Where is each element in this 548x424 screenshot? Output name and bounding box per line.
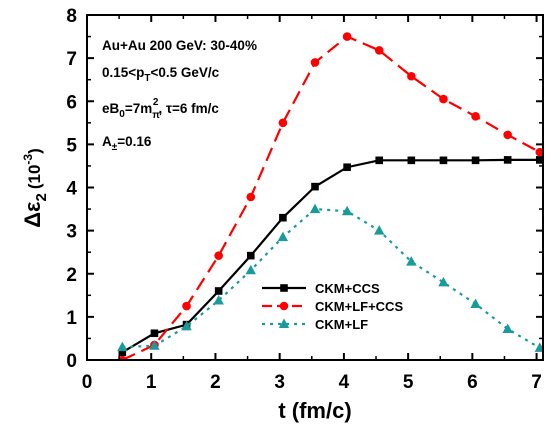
data-point <box>375 156 384 165</box>
data-point <box>181 320 192 331</box>
data-point <box>407 156 416 165</box>
x-tick-label: 6 <box>467 372 478 393</box>
legend-label: CKM+LF <box>315 317 368 332</box>
y-tick-label: 5 <box>66 135 77 156</box>
x-axis-title: t (fm/c) <box>278 398 351 423</box>
y-axis-title-unit-exp: -3 <box>21 154 35 165</box>
data-point <box>246 251 255 260</box>
series-triangle <box>117 203 543 352</box>
data-point <box>214 251 223 260</box>
x-tick-label: 7 <box>531 372 542 393</box>
legend-marker <box>279 301 289 311</box>
annotation-line-3-c: , τ=6 fm/c <box>158 101 219 116</box>
y-tick-label: 3 <box>66 222 77 243</box>
y-tick-label: 7 <box>66 49 77 70</box>
y-axis-title-unit-open: (10 <box>25 165 44 190</box>
data-point <box>279 213 287 222</box>
legend-label: CKM+CCS <box>315 281 380 296</box>
y-tick-label: 2 <box>66 265 77 286</box>
legend-marker <box>278 318 290 328</box>
annotation-line-1: Au+Au 200 GeV: 30-40% <box>102 38 257 53</box>
data-point <box>246 192 256 202</box>
legend: CKM+CCS CKM+LF+CCS CKM+LF <box>262 281 403 332</box>
data-point <box>311 182 319 191</box>
data-point <box>342 32 352 41</box>
data-point <box>278 118 288 128</box>
annotation-line-4-b: =0.16 <box>117 134 152 149</box>
series-line <box>121 158 540 354</box>
data-point <box>407 71 416 81</box>
data-point <box>471 112 480 121</box>
x-tick-label: 3 <box>274 372 285 393</box>
data-point <box>118 348 127 357</box>
data-point <box>503 156 512 164</box>
data-point <box>438 276 449 287</box>
annotation-line-3-a: eB <box>102 101 120 116</box>
annotation-line-4-sub: ± <box>112 142 118 153</box>
legend-label: CKM+LF+CCS <box>315 299 403 314</box>
data-point <box>214 287 223 295</box>
data-point <box>245 264 256 275</box>
data-point <box>535 147 543 157</box>
y-tick-label: 4 <box>66 179 77 200</box>
ticks-layer: 0 1 2 3 4 5 6 7 0 1 2 3 4 5 6 7 8 <box>66 6 543 393</box>
x-tick-label: 1 <box>146 372 157 393</box>
data-point <box>117 341 128 352</box>
y-axis-title: Δε2 (10-3) <box>20 148 50 228</box>
data-point <box>182 301 191 311</box>
data-point <box>149 340 160 350</box>
series-square <box>118 156 543 357</box>
y-tick-label: 8 <box>66 6 77 27</box>
annotation-line-2: 0.15<pT<0.5 GeV/c <box>102 65 220 84</box>
data-point <box>439 94 448 104</box>
data-point <box>439 156 448 165</box>
annotation-line-2-b: <0.5 GeV/c <box>151 65 220 80</box>
x-tick-label: 5 <box>403 372 414 393</box>
annotation-line-2-sub: T <box>144 73 150 84</box>
data-point <box>406 256 417 266</box>
annotation-line-3-b: =7m <box>125 101 152 116</box>
data-point <box>343 163 351 172</box>
data-point <box>213 294 224 305</box>
annotation-line-4-a: A <box>102 134 112 149</box>
legend-marker <box>280 284 288 292</box>
data-point <box>374 225 385 235</box>
annotations: Au+Au 200 GeV: 30-40% 0.15<pT<0.5 GeV/c … <box>102 38 257 153</box>
annotation-line-2-a: 0.15<p <box>102 65 144 80</box>
y-tick-label: 1 <box>66 308 77 329</box>
data-point <box>503 130 512 140</box>
data-point <box>341 205 353 216</box>
series-layer <box>117 32 543 360</box>
data-point <box>502 323 513 333</box>
data-point <box>374 46 384 55</box>
y-axis-title-unit-close: ) <box>25 148 44 154</box>
data-point <box>150 329 159 338</box>
y-tick-label: 0 <box>66 351 77 372</box>
data-point <box>309 203 321 214</box>
y-axis-title-sub: 2 <box>33 193 50 201</box>
y-axis-title-main: Δε <box>20 201 45 228</box>
x-tick-label: 2 <box>210 372 221 393</box>
data-point <box>534 342 543 352</box>
x-tick-label: 4 <box>339 372 350 393</box>
data-point <box>277 231 289 242</box>
x-tick-label: 0 <box>82 372 93 393</box>
annotation-line-3-sub: π <box>152 110 160 121</box>
annotation-line-3-sub0: 0 <box>119 109 125 120</box>
series-line <box>121 35 541 360</box>
data-point <box>470 298 481 308</box>
annotation-line-3-sup: 2 <box>153 97 159 108</box>
data-point <box>310 58 320 67</box>
data-point <box>535 156 543 164</box>
y-tick-label: 6 <box>66 92 77 113</box>
data-point <box>118 355 127 360</box>
annotation-line-3: eB0=7mπ 2, τ=6 fm/c <box>102 97 219 121</box>
data-point <box>471 156 480 165</box>
annotation-line-4: A±=0.16 <box>102 134 152 153</box>
